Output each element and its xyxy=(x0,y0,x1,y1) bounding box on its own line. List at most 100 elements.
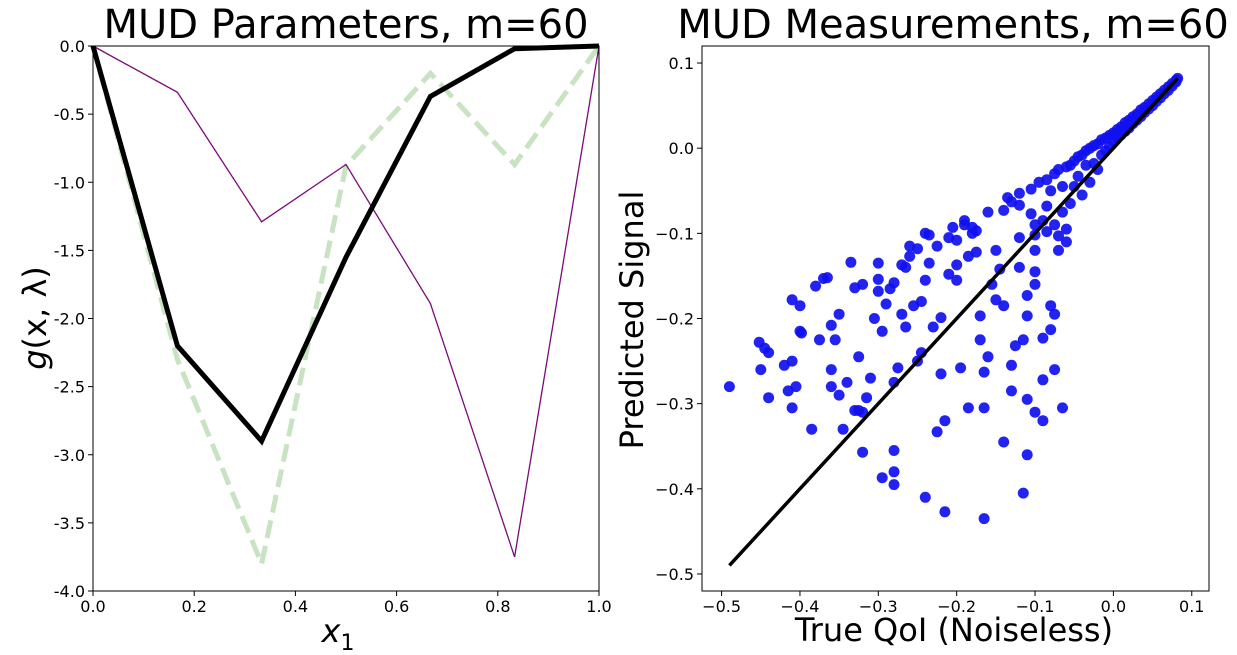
scatter-point xyxy=(1076,189,1088,201)
scatter-point xyxy=(825,381,837,393)
right-plot-area xyxy=(701,45,1210,592)
left-x-axis-label: x1 xyxy=(321,612,355,655)
right-y-tick-label: −0.4 xyxy=(655,480,694,499)
scatter-point xyxy=(868,313,880,324)
scatter-point xyxy=(974,310,986,322)
identity-line xyxy=(728,77,1179,567)
scatter-point xyxy=(833,308,845,320)
scatter-point xyxy=(990,294,1002,306)
scatter-point xyxy=(1013,199,1025,211)
scatter-point xyxy=(872,273,884,285)
right-y-tick-label: −0.2 xyxy=(655,310,694,329)
scatter-point xyxy=(951,274,963,286)
scatter-point xyxy=(896,308,908,320)
scatter-point xyxy=(796,327,807,339)
scatter-point xyxy=(978,366,990,378)
scatter-point xyxy=(814,334,825,346)
scatter-point xyxy=(1060,223,1072,235)
scatter-point xyxy=(935,368,947,380)
left-y-axis-label-args: (x, λ) xyxy=(16,266,54,349)
scatter-point xyxy=(955,362,967,374)
scatter-point xyxy=(755,364,767,376)
left-y-axis-label: g(x, λ) xyxy=(16,266,54,370)
right-x-tick-label: −0.1 xyxy=(1016,597,1055,616)
left-plot-area xyxy=(90,43,602,592)
left-y-tick-label: -2.0 xyxy=(54,310,85,329)
scatter-point xyxy=(865,372,876,384)
mud-measurements-chart: MUD Measurements, m=60 −0.5 −0.4 −0.3 −0.2 −… xyxy=(613,2,1229,649)
scatter-point xyxy=(786,402,798,414)
scatter-point xyxy=(888,466,900,478)
left-y-tick-label: -1.5 xyxy=(54,241,85,260)
scatter-point xyxy=(1041,200,1053,212)
scatter-point xyxy=(982,351,994,363)
left-x-axis-label-sub: 1 xyxy=(340,631,354,655)
scatter-point xyxy=(1041,174,1053,186)
scatter-point xyxy=(1029,406,1041,418)
scatter-point xyxy=(876,325,888,337)
scatter-point xyxy=(763,347,775,359)
scatter-point xyxy=(1013,187,1025,199)
scatter-point xyxy=(1084,176,1096,188)
scatter-point xyxy=(861,392,873,404)
scatter-point xyxy=(982,206,994,218)
left-series-line-2 xyxy=(90,43,600,446)
left-y-tick-label: -3.0 xyxy=(54,446,85,465)
right-y-axis-label: Predicted Signal xyxy=(613,191,651,450)
scatter-point xyxy=(857,278,869,290)
scatter-point xyxy=(1037,374,1049,386)
left-y-tick-label: -1.0 xyxy=(54,173,85,192)
scatter-point xyxy=(888,479,900,491)
scatter-point xyxy=(786,294,798,306)
scatter-point xyxy=(974,334,986,346)
scatter-point xyxy=(1021,290,1033,301)
scatter-point xyxy=(888,277,900,289)
right-x-tick-label: −0.3 xyxy=(859,597,898,616)
scatter-point xyxy=(931,426,943,438)
scatter-point xyxy=(1049,219,1061,231)
scatter-point xyxy=(1045,300,1057,312)
scatter-point xyxy=(1017,334,1029,346)
scatter-point xyxy=(825,319,837,331)
scatter-point xyxy=(1013,232,1025,244)
scatter-point xyxy=(904,250,916,262)
scatter-point xyxy=(1006,359,1017,371)
left-y-tick-label: -2.5 xyxy=(54,378,85,397)
left-y-axis-label-func: g xyxy=(16,349,54,369)
right-chart-title: MUD Measurements, m=60 xyxy=(677,2,1229,48)
scatter-point xyxy=(1021,310,1033,322)
left-x-tick-label: 0.2 xyxy=(181,597,206,616)
scatter-point xyxy=(1053,244,1064,256)
scatter-point xyxy=(919,274,931,286)
right-y-tick-label: −0.1 xyxy=(655,224,694,243)
scatter-point xyxy=(1053,230,1064,242)
scatter-point xyxy=(927,321,939,333)
scatter-point xyxy=(939,415,951,427)
scatter-point xyxy=(1057,181,1068,192)
scatter-point xyxy=(1041,226,1053,238)
scatter-point xyxy=(1072,170,1084,182)
scatter-point xyxy=(923,257,935,269)
right-x-tick-label: −0.5 xyxy=(702,597,741,616)
scatter-point xyxy=(1029,244,1041,256)
scatter-point xyxy=(845,256,857,268)
scatter-point xyxy=(763,392,775,404)
scatter-point xyxy=(857,446,869,458)
left-y-tick-label: -3.5 xyxy=(54,514,85,533)
scatter-point xyxy=(1060,236,1072,248)
scatter-point xyxy=(939,506,951,518)
scatter-point xyxy=(892,362,904,374)
scatter-point xyxy=(1009,340,1021,352)
scatter-point xyxy=(915,296,927,307)
scatter-point xyxy=(1017,487,1029,499)
scatter-point xyxy=(923,229,935,241)
scatter-point xyxy=(1029,278,1041,290)
scatter-point xyxy=(872,257,884,269)
scatter-point xyxy=(970,225,982,237)
scatter-point xyxy=(806,423,818,435)
right-ticks: −0.5 −0.4 −0.3 −0.2 −0.1 0.0 0.1 −0.5 −0.4 −0.3 −0… xyxy=(655,54,1204,616)
scatter-point xyxy=(1006,385,1017,397)
scatter-point xyxy=(962,402,974,414)
scatter-point xyxy=(998,300,1010,312)
